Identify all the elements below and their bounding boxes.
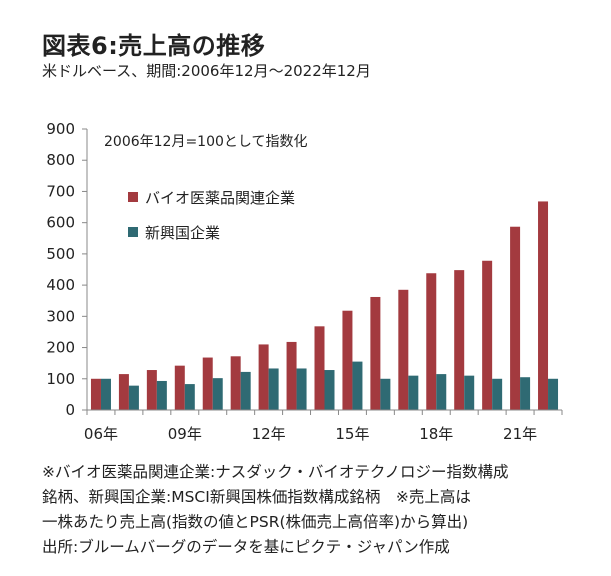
- y-tick-label: 900: [46, 120, 75, 138]
- bar-bio: [314, 326, 325, 410]
- bar-em: [212, 378, 223, 410]
- footnote-line: 一株あたり売上高(指数の値とPSR(株価売上高倍率)から算出): [42, 513, 469, 531]
- footnotes: ※バイオ医薬品関連企業:ナスダック・バイオテクノロジー指数構成 銘柄、新興国企業…: [42, 460, 587, 560]
- bar-bio: [342, 310, 353, 410]
- bar-bio: [258, 344, 269, 410]
- bar-bio: [370, 296, 381, 410]
- bar-em: [240, 371, 251, 410]
- bar-bio: [482, 260, 493, 410]
- bar-em: [380, 378, 391, 410]
- y-tick-label: 300: [46, 307, 75, 325]
- bar-em: [156, 380, 167, 410]
- chart-title: 図表6:売上高の推移: [42, 32, 266, 60]
- bar-chart: 0 100 200 300 400 500 600 700 800 900 06年 09年 12年 15…: [46, 120, 563, 443]
- bar-em: [436, 374, 447, 410]
- legend-label-bio: バイオ医薬品関連企業: [145, 189, 295, 207]
- bar-em: [520, 377, 531, 410]
- y-tick-label: 200: [46, 339, 75, 357]
- bar-em: [184, 384, 195, 410]
- bar-em: [324, 370, 335, 410]
- bar-bio: [538, 201, 549, 410]
- bar-em: [268, 368, 279, 410]
- bar-bio: [230, 356, 241, 410]
- bar-bio: [426, 273, 437, 410]
- bar-em: [296, 368, 307, 410]
- footnote-line: 銘柄、新興国企業:MSCI新興国株価指数構成銘柄 ※売上高は: [42, 488, 471, 506]
- y-tick-label: 600: [46, 214, 75, 232]
- x-tick-label: 18年: [419, 425, 453, 443]
- x-tick-label: 15年: [335, 425, 369, 443]
- x-tick-label: 06年: [84, 425, 118, 443]
- chart-subtitle: 米ドルベース、期間:2006年12月〜2022年12月: [42, 62, 371, 80]
- bar-bio: [90, 378, 101, 410]
- y-tick-label: 500: [46, 245, 75, 263]
- bar-bio: [286, 341, 297, 410]
- bar-em: [100, 378, 111, 410]
- legend-label-em: 新興国企業: [145, 224, 220, 242]
- x-tick-label: 12年: [252, 425, 286, 443]
- bar-bio: [118, 374, 129, 410]
- bar-series: [90, 201, 559, 410]
- legend-swatch-em: [128, 227, 138, 237]
- bar-bio: [398, 289, 409, 410]
- bar-bio: [454, 270, 465, 410]
- y-tick-label: 100: [46, 370, 75, 388]
- footnote-line: ※バイオ医薬品関連企業:ナスダック・バイオテクノロジー指数構成: [42, 463, 509, 481]
- bar-em: [408, 375, 419, 410]
- y-tick-label: 800: [46, 151, 75, 169]
- index-annotation: 2006年12月=100として指数化: [104, 134, 307, 150]
- bar-bio: [202, 357, 213, 410]
- y-tick-label: 700: [46, 182, 75, 200]
- bar-bio: [174, 365, 185, 410]
- bar-bio: [146, 370, 157, 410]
- legend-swatch-bio: [128, 192, 138, 202]
- footnote-line: 出所:ブルームバーグのデータを基にピクテ・ジャパン作成: [42, 538, 450, 556]
- x-tick-label: 21年: [503, 425, 537, 443]
- y-axis: 0 100 200 300 400 500 600 700 800 900: [46, 120, 88, 419]
- y-tick-label: 400: [46, 276, 75, 294]
- y-tick-label: 0: [65, 401, 75, 419]
- bar-em: [548, 378, 559, 410]
- bar-em: [464, 375, 475, 410]
- x-axis: 06年 09年 12年 15年 18年 21年: [84, 409, 563, 443]
- bar-em: [352, 361, 363, 410]
- bar-em: [492, 378, 503, 410]
- bar-bio: [510, 226, 521, 410]
- bar-em: [128, 385, 139, 410]
- x-tick-label: 09年: [168, 425, 202, 443]
